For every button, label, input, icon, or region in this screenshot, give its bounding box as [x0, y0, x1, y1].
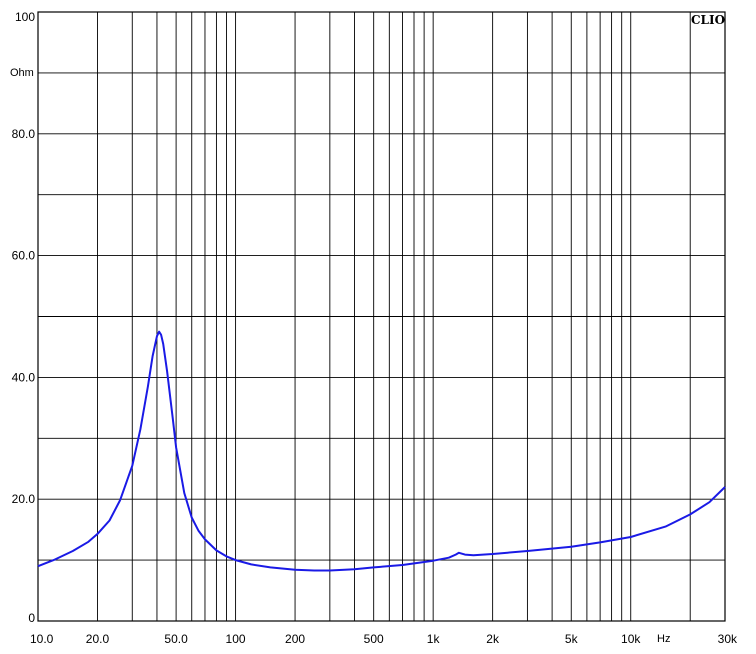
x-axis-labels: 10.0 20.0 50.0 100 200 500 1k 2k 5k 10k 30k [30, 632, 738, 646]
x-tick-label: 200 [285, 632, 305, 646]
y-axis-labels: 0 20.0 40.0 60.0 80.0 100 [12, 10, 36, 625]
x-tick-label: 5k [565, 632, 579, 646]
y-tick-label: 40.0 [12, 370, 36, 384]
x-tick-label: 2k [486, 632, 500, 646]
impedance-curve [37, 330, 726, 572]
y-tick-label: 0 [28, 611, 35, 625]
x-unit-label: Hz [657, 633, 670, 645]
x-tick-label: 10k [621, 632, 641, 646]
y-tick-label: 60.0 [12, 249, 36, 263]
grid [38, 12, 725, 621]
x-tick-label: 50.0 [164, 632, 188, 646]
y-tick-label: 80.0 [12, 127, 36, 141]
x-tick-label: 20.0 [86, 632, 110, 646]
x-tick-label: 30k [718, 632, 738, 646]
plot-frame [37, 11, 726, 622]
brand-label: CLIO [691, 13, 725, 27]
x-tick-label: 100 [226, 632, 246, 646]
x-tick-label: 500 [364, 632, 384, 646]
y-tick-label: 20.0 [12, 492, 36, 506]
y-unit-label: Ohm [10, 67, 34, 79]
y-tick-label: 100 [15, 10, 35, 24]
x-tick-label: 10.0 [30, 632, 54, 646]
x-tick-label: 1k [427, 632, 441, 646]
